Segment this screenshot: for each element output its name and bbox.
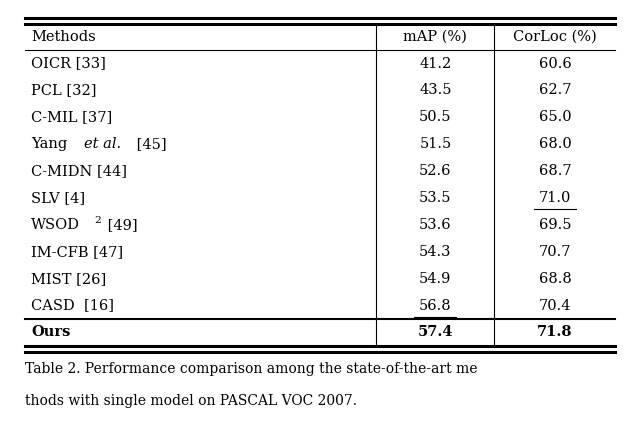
Text: 68.8: 68.8 bbox=[539, 271, 571, 286]
Text: Ours: Ours bbox=[31, 325, 71, 340]
Text: Yang: Yang bbox=[31, 137, 72, 151]
Text: IM-CFB [47]: IM-CFB [47] bbox=[31, 245, 124, 259]
Text: CASD  [16]: CASD [16] bbox=[31, 298, 114, 313]
Text: 56.8: 56.8 bbox=[419, 298, 452, 313]
Text: mAP (%): mAP (%) bbox=[403, 30, 467, 44]
Text: SLV [4]: SLV [4] bbox=[31, 191, 85, 205]
Text: 53.6: 53.6 bbox=[419, 218, 452, 232]
Text: [45]: [45] bbox=[132, 137, 166, 151]
Text: CorLoc (%): CorLoc (%) bbox=[513, 30, 597, 44]
Text: et al.: et al. bbox=[84, 137, 121, 151]
Text: C-MIL [37]: C-MIL [37] bbox=[31, 110, 112, 125]
Text: 54.3: 54.3 bbox=[419, 245, 452, 259]
Text: OICR [33]: OICR [33] bbox=[31, 56, 106, 71]
Text: 70.7: 70.7 bbox=[539, 245, 571, 259]
Text: 51.5: 51.5 bbox=[420, 137, 452, 151]
Text: 54.9: 54.9 bbox=[420, 271, 452, 286]
Text: C-MIDN [44]: C-MIDN [44] bbox=[31, 164, 127, 178]
Text: 43.5: 43.5 bbox=[419, 83, 452, 98]
Text: 71.8: 71.8 bbox=[537, 325, 573, 340]
Text: 68.0: 68.0 bbox=[539, 137, 571, 151]
Text: Methods: Methods bbox=[31, 30, 96, 44]
Text: Table 2. Performance comparison among the state-of-the-art me: Table 2. Performance comparison among th… bbox=[25, 362, 478, 375]
Text: 65.0: 65.0 bbox=[539, 110, 571, 125]
Text: 71.0: 71.0 bbox=[539, 191, 571, 205]
Text: 41.2: 41.2 bbox=[420, 56, 452, 71]
Text: 50.5: 50.5 bbox=[419, 110, 452, 125]
Text: MIST [26]: MIST [26] bbox=[31, 271, 107, 286]
Text: 69.5: 69.5 bbox=[539, 218, 571, 232]
Text: 53.5: 53.5 bbox=[419, 191, 452, 205]
Text: [49]: [49] bbox=[104, 218, 138, 232]
Text: 68.7: 68.7 bbox=[539, 164, 571, 178]
Text: 70.4: 70.4 bbox=[539, 298, 571, 313]
Text: WSOD: WSOD bbox=[31, 218, 80, 232]
Text: 57.4: 57.4 bbox=[418, 325, 453, 340]
Text: 62.7: 62.7 bbox=[539, 83, 571, 98]
Text: PCL [32]: PCL [32] bbox=[31, 83, 97, 98]
Text: 2: 2 bbox=[95, 216, 101, 225]
Text: 52.6: 52.6 bbox=[419, 164, 452, 178]
Text: 60.6: 60.6 bbox=[539, 56, 571, 71]
Text: thods with single model on PASCAL VOC 2007.: thods with single model on PASCAL VOC 20… bbox=[25, 394, 357, 408]
